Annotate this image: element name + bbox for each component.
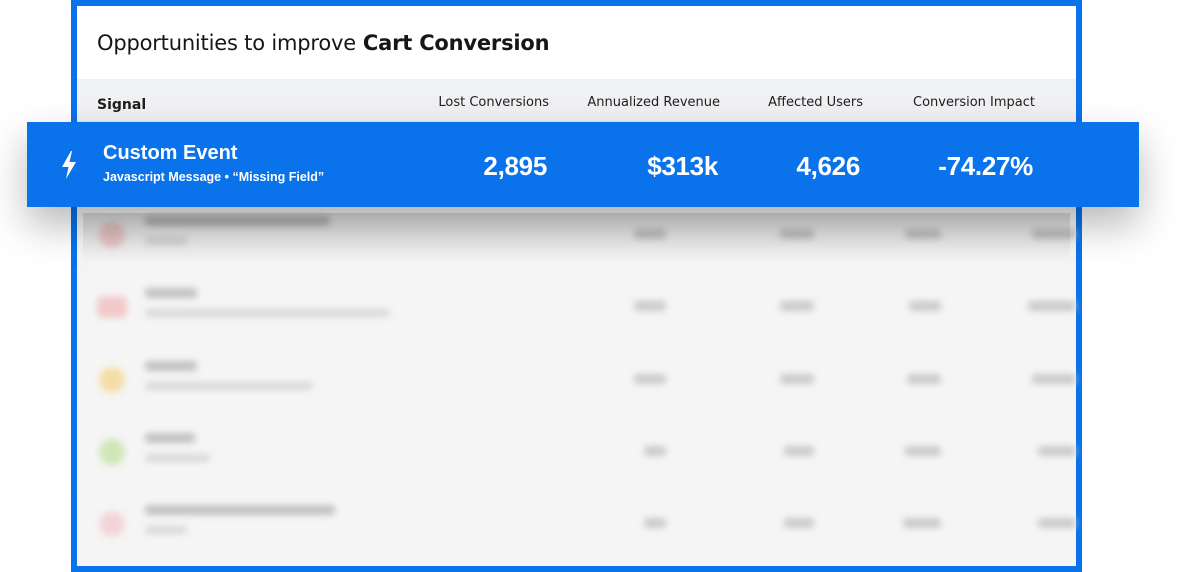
annualized-revenue-value: $313k [647, 151, 718, 181]
table-header: Signal Lost Conversions Annualized Reven… [77, 79, 1076, 122]
row-impact-blurred [1032, 374, 1076, 384]
row-title-blurred [145, 361, 197, 371]
column-header-conversion-impact[interactable]: Conversion Impact [913, 95, 1035, 110]
row-subtitle-blurred [145, 309, 390, 317]
row-users-blurred [905, 229, 941, 239]
opportunities-panel: Opportunities to improve Cart Conversion… [71, 0, 1082, 572]
conversion-impact-value: -74.27% [938, 151, 1033, 181]
row-divider [77, 271, 1046, 272]
row-lost-blurred [634, 374, 666, 384]
lost-conversions-value: 2,895 [483, 151, 547, 181]
row-users-blurred [909, 301, 941, 311]
row-impact-blurred [1038, 518, 1076, 528]
row-impact-blurred [1032, 229, 1076, 239]
row-revenue-blurred [780, 374, 814, 384]
column-header-lost-conversions[interactable]: Lost Conversions [438, 95, 549, 110]
row-revenue-blurred [784, 446, 814, 456]
page-load-icon [99, 222, 125, 248]
column-header-signal[interactable]: Signal [97, 97, 147, 113]
row-revenue-blurred [784, 518, 814, 528]
row-lost-blurred [644, 518, 666, 528]
table-body [77, 122, 1076, 566]
row-lost-blurred [644, 446, 666, 456]
row-revenue-blurred [780, 229, 814, 239]
table-row[interactable] [77, 200, 1076, 272]
row-divider [77, 343, 1046, 344]
row-users-blurred [903, 518, 941, 528]
signal-name: Custom Event [103, 142, 238, 164]
row-title-blurred [145, 433, 195, 443]
row-divider [77, 416, 1046, 417]
row-title-blurred [145, 288, 197, 298]
table-row[interactable] [77, 417, 1076, 489]
column-header-annualized-revenue[interactable]: Annualized Revenue [587, 95, 720, 110]
dead-click-icon [99, 367, 125, 393]
signal-detail: Javascript Message • “Missing Field” [103, 170, 325, 184]
row-title-blurred [145, 505, 335, 515]
page-load-icon [99, 511, 125, 537]
error-click-icon [97, 296, 127, 318]
row-revenue-blurred [780, 301, 814, 311]
row-title-blurred [145, 216, 330, 226]
row-divider [77, 488, 1046, 489]
lightning-bolt-icon [62, 151, 76, 179]
row-users-blurred [905, 446, 941, 456]
column-header-affected-users[interactable]: Affected Users [768, 95, 863, 110]
row-subtitle-blurred [145, 454, 210, 462]
row-impact-blurred [1028, 301, 1076, 311]
row-subtitle-blurred [145, 382, 313, 390]
row-lost-blurred [634, 301, 666, 311]
row-subtitle-blurred [145, 237, 187, 245]
affected-users-value: 4,626 [796, 151, 860, 181]
table-row[interactable] [77, 272, 1076, 344]
row-subtitle-blurred [145, 526, 187, 534]
row-impact-blurred [1038, 446, 1076, 456]
highlighted-signal-row[interactable]: Custom Event Javascript Message • “Missi… [27, 122, 1139, 207]
table-row[interactable] [77, 489, 1076, 561]
row-lost-blurred [634, 229, 666, 239]
rage-click-icon [99, 439, 125, 465]
title-emphasis: Cart Conversion [362, 30, 550, 55]
table-row[interactable] [77, 345, 1076, 417]
panel-title: Opportunities to improve Cart Conversion [77, 6, 1076, 79]
title-prefix: Opportunities to improve [97, 30, 356, 55]
row-users-blurred [907, 374, 941, 384]
